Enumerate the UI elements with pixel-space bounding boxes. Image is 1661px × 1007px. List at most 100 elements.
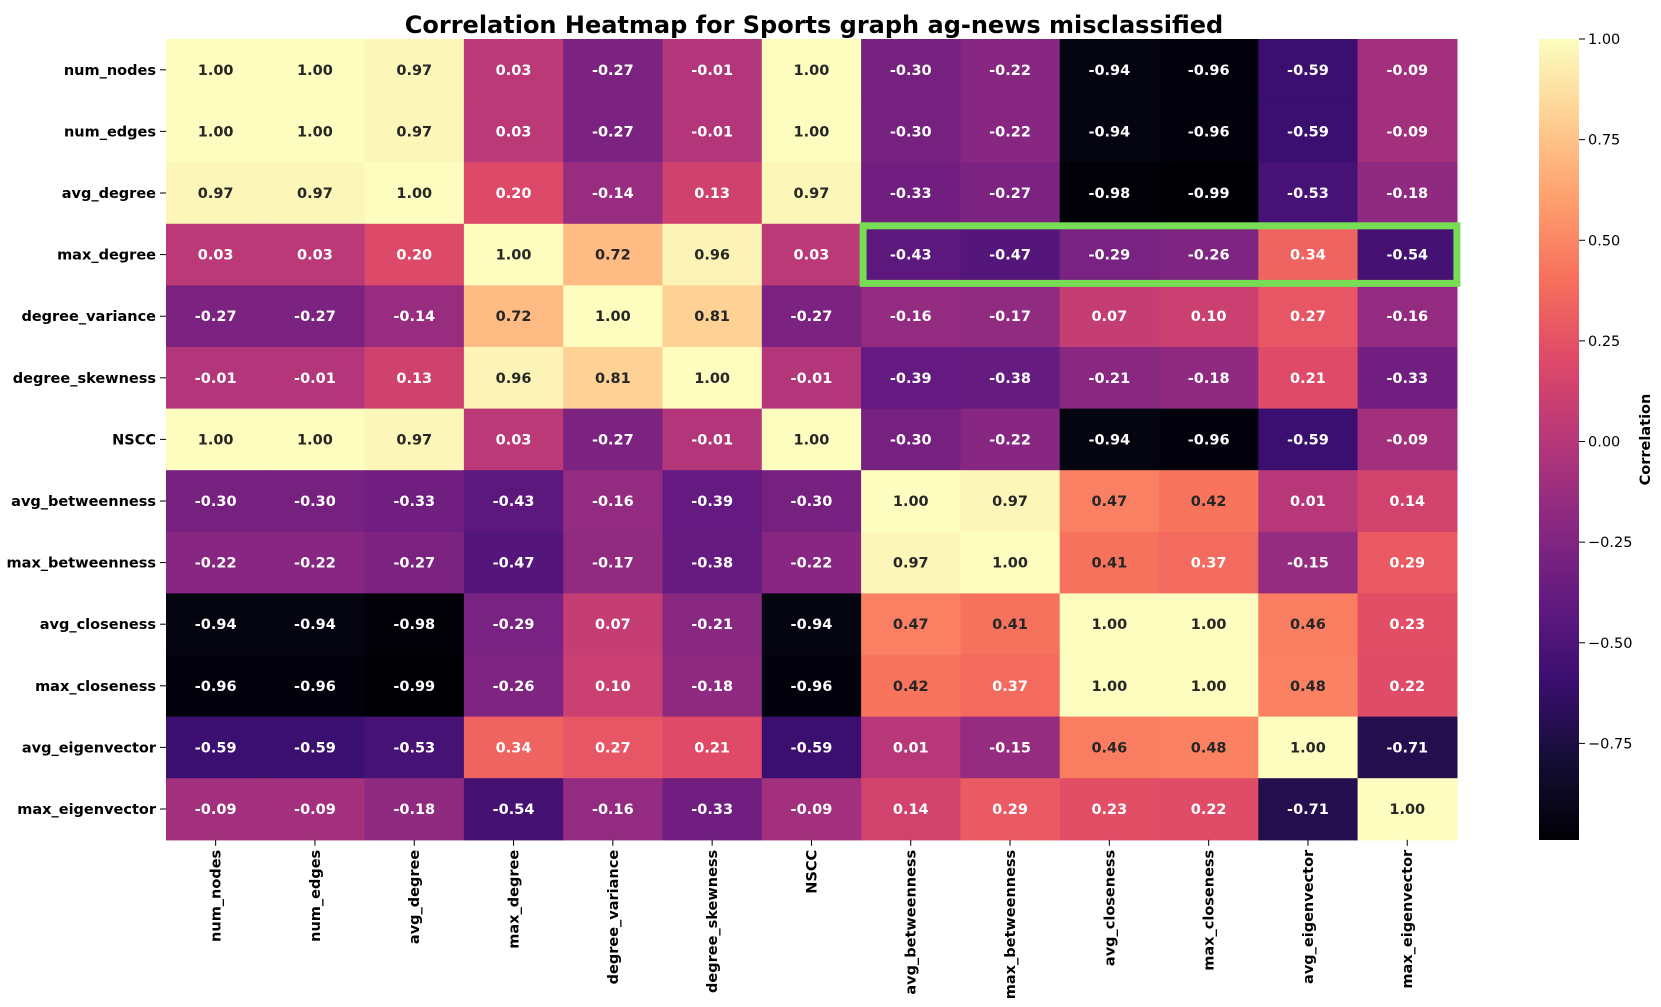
cell-value: 0.10 xyxy=(595,679,631,695)
cell-value: -0.18 xyxy=(1188,371,1230,387)
colorbar-tick-label: 0.25 xyxy=(1588,334,1620,350)
heatmap-cell xyxy=(364,408,465,471)
heatmap-cell xyxy=(1258,778,1359,841)
cell-value: 1.00 xyxy=(1191,679,1227,695)
heatmap-cell xyxy=(1159,531,1259,594)
cell-value: -0.09 xyxy=(1386,432,1428,448)
cell-value: 0.46 xyxy=(1290,617,1326,633)
colorbar-gradient xyxy=(1539,39,1579,840)
heatmap-cell xyxy=(364,470,465,533)
heatmap-cell xyxy=(1258,470,1359,533)
colorbar-tick-label: 0.50 xyxy=(1588,233,1620,249)
heatmap-cell xyxy=(463,223,564,286)
column-label: avg_closeness xyxy=(1102,850,1118,966)
cell-value: -0.96 xyxy=(195,679,237,695)
heatmap-cell xyxy=(1159,408,1259,471)
heatmap-cell xyxy=(563,593,664,656)
cell-value: 0.48 xyxy=(1191,740,1227,756)
heatmap-cell xyxy=(1059,531,1160,594)
heatmap-cell xyxy=(761,716,862,779)
cell-value: 0.14 xyxy=(893,802,929,818)
cell-value: 1.00 xyxy=(1290,740,1326,756)
heatmap-cell xyxy=(1258,593,1359,656)
heatmap-cell xyxy=(265,100,366,163)
heatmap-cell xyxy=(364,223,465,286)
heatmap-cell xyxy=(861,39,961,102)
heatmap-cell xyxy=(563,223,664,286)
heatmap-cell xyxy=(563,531,664,594)
cell-value: -0.30 xyxy=(890,124,932,140)
heatmap-cell xyxy=(463,408,564,471)
heatmap-cell xyxy=(1159,285,1259,348)
cell-value: -0.15 xyxy=(989,740,1031,756)
cell-value: 1.00 xyxy=(1091,679,1127,695)
heatmap-cell xyxy=(1258,39,1359,102)
heatmap-cell xyxy=(563,655,664,718)
row-label: max_degree xyxy=(57,248,156,264)
heatmap-cell xyxy=(1258,716,1359,779)
cell-value: -0.59 xyxy=(1287,124,1329,140)
heatmap-cell xyxy=(463,716,564,779)
heatmap-cell xyxy=(166,531,266,594)
heatmap-cell xyxy=(1357,716,1458,779)
cell-value: -0.18 xyxy=(393,802,435,818)
heatmap-cell xyxy=(1357,778,1458,841)
heatmap-cell xyxy=(1258,223,1359,286)
heatmap-cell xyxy=(1258,655,1359,718)
cell-value: 0.20 xyxy=(396,248,432,264)
cell-value: 0.01 xyxy=(893,740,929,756)
heatmap-cell xyxy=(1059,778,1160,841)
cell-value: -0.09 xyxy=(294,802,336,818)
cell-value: 0.97 xyxy=(198,186,234,202)
heatmap-cell xyxy=(166,100,266,163)
heatmap-cell xyxy=(1357,531,1458,594)
cell-value: 0.34 xyxy=(496,740,532,756)
heatmap-cell xyxy=(265,162,366,225)
cell-value: 0.03 xyxy=(297,248,333,264)
cell-value: -0.22 xyxy=(989,124,1031,140)
heatmap-cell xyxy=(563,408,664,471)
cell-value: -0.27 xyxy=(294,309,336,325)
heatmap-cell xyxy=(761,531,862,594)
heatmap-cell xyxy=(463,531,564,594)
heatmap-cell xyxy=(1357,39,1458,102)
cell-value: -0.94 xyxy=(791,617,833,633)
cell-value: 0.14 xyxy=(1389,494,1425,510)
heatmap-cell xyxy=(1357,223,1458,286)
cell-value: -0.26 xyxy=(1188,248,1230,264)
cell-value: -0.43 xyxy=(493,494,535,510)
cell-value: 1.00 xyxy=(893,494,929,510)
cell-value: 0.27 xyxy=(595,740,631,756)
heatmap-cell xyxy=(861,162,961,225)
cell-value: -0.94 xyxy=(195,617,237,633)
heatmap-cell xyxy=(265,655,366,718)
heatmap-cell xyxy=(960,39,1061,102)
heatmap-cell xyxy=(861,285,961,348)
heatmap-cell xyxy=(761,347,862,410)
column-labels: num_nodes num_edges avg_degree max_degree de… xyxy=(209,839,1416,999)
heatmap-cell xyxy=(1357,100,1458,163)
heatmap-cell xyxy=(960,347,1061,410)
cell-value: -0.14 xyxy=(393,309,435,325)
heatmap-cell xyxy=(662,100,763,163)
heatmap-cell xyxy=(364,531,465,594)
row-label: num_edges xyxy=(64,124,156,140)
row-label: degree_variance xyxy=(21,309,156,325)
colorbar-tick-label: 0.00 xyxy=(1588,435,1620,451)
heatmap-cells: 1.00 1.00 0.97 0.03 -0.27 -0.01 1.00 -0.30 -0.22… xyxy=(166,39,1458,841)
cell-value: 1.00 xyxy=(1191,617,1227,633)
heatmap-cell xyxy=(1159,162,1259,225)
cell-value: -0.14 xyxy=(592,186,634,202)
heatmap-cell xyxy=(166,655,266,718)
cell-value: 0.23 xyxy=(1389,617,1425,633)
heatmap-cell xyxy=(463,162,564,225)
column-label: avg_degree xyxy=(407,850,423,944)
heatmap-cell xyxy=(364,778,465,841)
cell-value: -0.98 xyxy=(393,617,435,633)
heatmap-cell xyxy=(861,593,961,656)
heatmap-cell xyxy=(960,100,1061,163)
heatmap-cell xyxy=(463,285,564,348)
column-label: degree_variance xyxy=(606,850,622,985)
cell-value: 0.48 xyxy=(1290,679,1326,695)
